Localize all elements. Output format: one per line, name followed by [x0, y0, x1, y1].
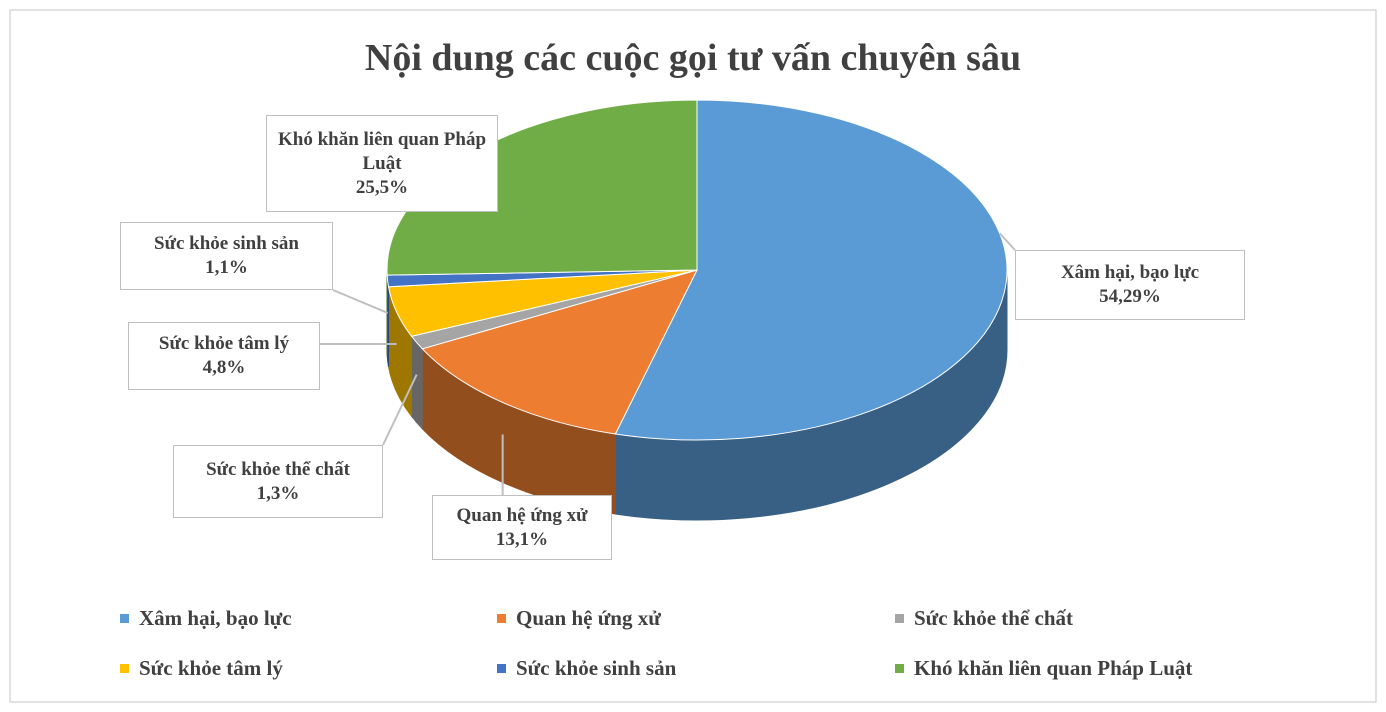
label-value: 25,5% [355, 176, 409, 198]
legend-entry: Xâm hại, bạo lực [120, 606, 292, 631]
label-value: 1,1% [205, 257, 248, 278]
data-label: Sức khỏe sinh sản 1,1% [120, 222, 333, 290]
legend-swatch [895, 664, 904, 673]
legend-label: Xâm hại, bạo lực [139, 606, 292, 630]
legend-swatch [120, 614, 129, 623]
legend-swatch [895, 614, 904, 623]
legend-swatch [120, 664, 129, 673]
leader-line [332, 289, 389, 314]
label-value: 4,8% [202, 357, 246, 378]
label-category: Sức khỏe sinh sản [154, 233, 299, 254]
legend-swatch [497, 664, 506, 673]
leader-line [999, 232, 1016, 251]
pie-slice [421, 269, 698, 435]
label-category: Sức khỏe tâm lý [158, 333, 290, 354]
label-value: 54,29% [1099, 286, 1161, 307]
label-category: Sức khỏe thể chất [206, 458, 350, 480]
pie-slice [614, 99, 1008, 441]
legend-entry: Quan hệ ứng xử [497, 606, 661, 631]
data-label: Sức khỏe tâm lý 4,8% [128, 322, 320, 390]
label-category: Khó khăn liên quan Pháp Luật [277, 128, 487, 174]
label-category: Quan hệ ứng xử [456, 504, 588, 526]
data-label: Khó khăn liên quan Pháp Luật 25,5% [266, 115, 498, 212]
data-label: Quan hệ ứng xử 13,1% [432, 495, 612, 560]
legend-label: Sức khỏe tâm lý [139, 656, 283, 680]
leader-line [382, 374, 418, 446]
legend-swatch [497, 614, 506, 623]
label-value: 1,3% [256, 482, 300, 504]
legend-entry: Khó khăn liên quan Pháp Luật [895, 656, 1192, 681]
legend-entry: Sức khỏe tâm lý [120, 656, 283, 681]
chart-title: Nội dung các cuộc gọi tư vấn chuyên sâu [364, 37, 1022, 79]
legend-entry: Sức khỏe thể chất [895, 606, 1073, 631]
data-label: Sức khỏe thể chất 1,3% [173, 445, 383, 518]
label-category: Xâm hại, bạo lực [1060, 262, 1200, 283]
data-label: Xâm hại, bạo lực 54,29% [1015, 250, 1245, 320]
legend-label: Quan hệ ứng xử [516, 606, 661, 630]
legend-entry: Sức khỏe sinh sản [497, 656, 676, 681]
pie-tops [386, 99, 1008, 441]
legend-label: Sức khỏe thể chất [914, 606, 1074, 630]
legend-label: Sức khỏe sinh sản [516, 656, 677, 680]
legend-label: Khó khăn liên quan Pháp Luật [914, 656, 1193, 680]
leader-lines [320, 232, 1016, 495]
label-value: 13,1% [495, 528, 549, 550]
